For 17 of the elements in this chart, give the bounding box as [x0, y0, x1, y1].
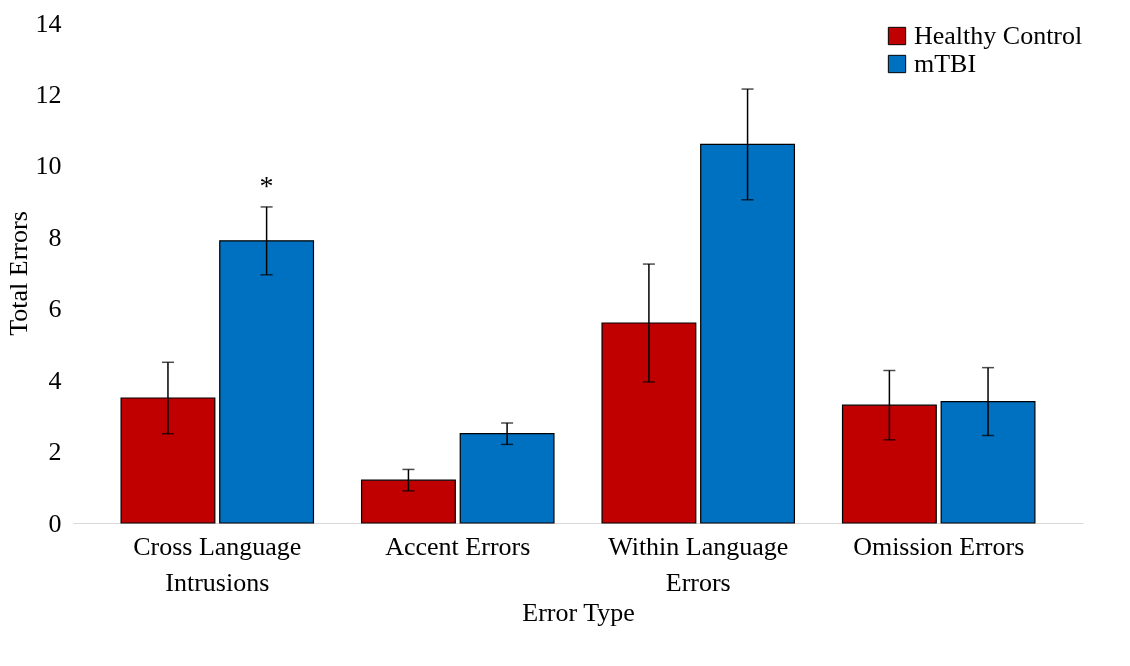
y-tick-label: 0	[48, 508, 62, 538]
x-axis-title: Error Type	[522, 597, 635, 627]
x-tick-label: Accent Errors	[385, 531, 531, 561]
y-tick-label: 10	[35, 151, 62, 181]
y-tick-label: 6	[48, 294, 62, 324]
x-tick-label: Cross Language Intrusions	[133, 531, 302, 597]
annotation: *	[259, 169, 274, 201]
x-tick-label: Within Language Errors	[608, 531, 789, 597]
legend-label: Healthy Control	[914, 21, 1083, 50]
y-tick-label: 2	[48, 437, 62, 467]
y-tick-label: 8	[48, 222, 62, 252]
y-tick-label: 12	[35, 79, 62, 109]
y-tick-label: 4	[48, 365, 62, 395]
x-tick-label: Omission Errors	[853, 531, 1025, 561]
legend-label: mTBI	[914, 49, 977, 78]
y-axis-title: Total Errors	[3, 211, 33, 336]
y-tick-label: 14	[35, 8, 62, 38]
